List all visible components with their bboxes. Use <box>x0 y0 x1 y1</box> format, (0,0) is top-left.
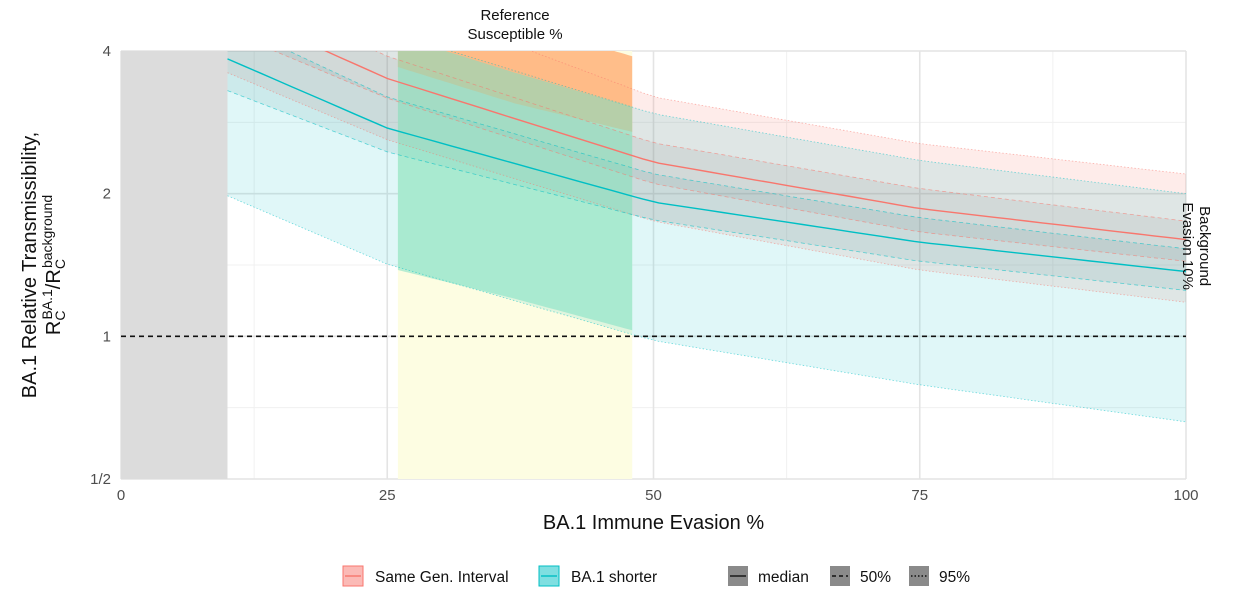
series-lines <box>227 51 1186 423</box>
background-label-line1: Background <box>1196 206 1213 286</box>
legend-label: 95% <box>939 569 970 586</box>
edge-50-lower-same-gen <box>273 51 1186 262</box>
legend-item-95pct: 95% <box>909 566 970 586</box>
edge-95-lower-same-gen <box>227 72 1186 303</box>
x-tick-label: 100 <box>1173 487 1198 504</box>
background-evasion-annotation: Background Evasion 10% <box>1179 202 1213 290</box>
x-tick-label: 0 <box>117 487 125 504</box>
y-axis-ticks: 1/2 1 2 4 <box>90 43 111 488</box>
reference-label-line1: Reference <box>480 7 549 24</box>
legend-item-same-gen: Same Gen. Interval <box>342 565 509 587</box>
median-line-ba1-shorter <box>227 58 1186 273</box>
y-axis-label-line2: RCBA.1/RCbackground <box>39 195 68 335</box>
legend-item-50pct: 50% <box>830 566 891 586</box>
edge-50-upper-ba1-shorter <box>288 51 1186 250</box>
x-axis-label: BA.1 Immune Evasion % <box>543 512 764 534</box>
plot-panel <box>120 50 1187 480</box>
x-axis-ticks: 0 25 50 75 100 <box>117 487 1199 504</box>
y-axis-label-line1: BA.1 Relative Transmissibility, <box>19 132 41 398</box>
reference-susceptible-annotation: Reference Susceptible % <box>468 7 563 43</box>
legend-item-ba1-shorter: BA.1 shorter <box>538 565 657 587</box>
reference-label-line2: Susceptible % <box>468 26 563 43</box>
y-axis-label: BA.1 Relative Transmissibility, RCBA.1/R… <box>19 132 68 398</box>
median-line-same-gen <box>324 51 1186 241</box>
legend-label: Same Gen. Interval <box>375 569 509 586</box>
y-tick-label: 1/2 <box>90 471 111 488</box>
legend: Same Gen. Interval BA.1 shorter median 50% 9… <box>342 565 970 587</box>
y-tick-label: 2 <box>103 186 111 203</box>
y-tick-label: 1 <box>103 328 111 345</box>
edge-50-lower-ba1-shorter <box>227 90 1186 291</box>
background-evasion-region <box>121 51 228 479</box>
legend-label: median <box>758 569 809 586</box>
band-50-ba1-shorter <box>227 51 1186 291</box>
edge-50-upper-same-gen <box>375 51 1186 222</box>
legend-label: 50% <box>860 569 891 586</box>
background-label-line2: Evasion 10% <box>1179 202 1196 290</box>
y-tick-label: 4 <box>103 43 111 60</box>
edge-95-lower-ba1-shorter <box>227 195 1186 423</box>
x-tick-label: 75 <box>911 487 928 504</box>
legend-label: BA.1 shorter <box>571 569 657 586</box>
legend-item-median: median <box>728 566 809 586</box>
x-tick-label: 50 <box>645 487 662 504</box>
x-tick-label: 25 <box>379 487 396 504</box>
